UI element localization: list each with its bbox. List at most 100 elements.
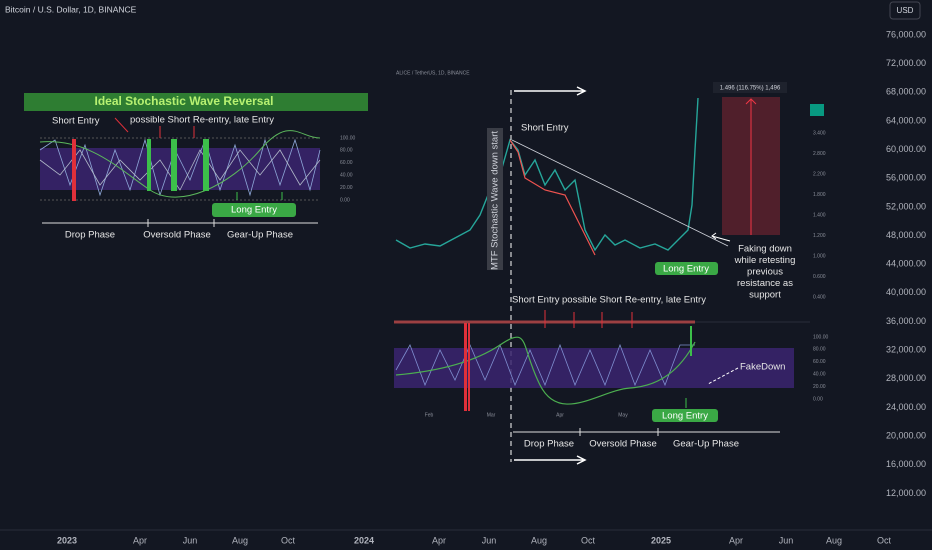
long-entry-label: Long Entry (231, 205, 277, 216)
osc-tick-label: 80.00 (813, 347, 826, 353)
oversold-bar (203, 139, 209, 191)
osc-tick-label: 40.00 (340, 173, 353, 179)
stoch-htf (395, 336, 696, 405)
oversold-bar (171, 139, 177, 191)
osc-tick-label: 100.00 (813, 334, 829, 340)
stoch-htf (39, 130, 321, 198)
short-bar (72, 139, 76, 201)
inset-price-label: 1.200 (813, 233, 826, 239)
long-entry-label: Long Entry (662, 411, 708, 422)
price-axis: 76,000.00 72,000.00 68,000.00 64,000.00 60,0… (886, 29, 926, 497)
arrow (114, 117, 129, 133)
long-entry-pill (212, 203, 296, 217)
measure-arrow (745, 98, 757, 235)
time-tick-label: 2024 (354, 535, 374, 545)
fake-note-line: Faking down (738, 244, 792, 255)
vertical-note-bg (487, 128, 503, 270)
inset-price-label: 1.800 (813, 192, 826, 198)
measure-label-bg (713, 82, 787, 93)
phase-arrows (513, 428, 780, 436)
price-tick-label: 20,000.00 (886, 430, 926, 440)
phase-arrows (42, 219, 318, 227)
short-entry-label: Short Entry (521, 123, 569, 134)
oversold-bar (147, 139, 151, 191)
long-bar (690, 326, 692, 356)
osc-tick-label: 0.00 (813, 396, 823, 402)
inset-banner (24, 93, 368, 111)
measure-label: 1.496 (116.75%) 1,496 (720, 86, 781, 92)
osc-tick-label: 0.00 (340, 197, 350, 203)
osc-tick-label: 100.00 (340, 135, 356, 141)
direction-arrows (514, 86, 587, 465)
osc-tick-label: 20.00 (813, 384, 826, 390)
inset-title: Ideal Stochastic Wave Reversal (95, 94, 274, 108)
time-tick-label: Jun (482, 535, 497, 545)
short-bar (464, 323, 467, 411)
arrow (711, 232, 731, 242)
time-tick-label: Oct (581, 535, 596, 545)
currency-label[interactable]: USD (897, 6, 914, 15)
time-axis: 2023 Apr Jun Aug Oct 2024 Apr Jun Aug Oct 2025 Apr J… (57, 535, 892, 545)
inset-price-label: 1.400 (813, 212, 826, 218)
price-tick-label: 72,000.00 (886, 58, 926, 68)
stoch-fast (39, 138, 321, 197)
osc-tick-label: 80.00 (340, 148, 353, 154)
osc-tick-label: 20.00 (340, 185, 353, 191)
left-inset: Ideal Stochastic Wave Reversal Short Ent… (24, 93, 368, 241)
short-bar (468, 323, 470, 411)
inset-price-label: 1.000 (813, 253, 826, 259)
short-entry-label: Short Entry (52, 116, 100, 127)
time-tick-label: Oct (281, 535, 296, 545)
oversold-band (40, 148, 320, 190)
fake-note-line: previous (747, 267, 783, 278)
fake-note-line: resistance as (737, 278, 793, 289)
time-tick-label: Apr (432, 535, 446, 545)
price-tick-label: 52,000.00 (886, 201, 926, 211)
time-tick-label: Oct (877, 535, 892, 545)
time-tick-label: Aug (826, 535, 842, 545)
long-entry-pill (652, 409, 718, 422)
phase-label: Gear-Up Phase (673, 439, 739, 450)
osc-tick-label: 40.00 (813, 372, 826, 378)
price-tick-label: 24,000.00 (886, 402, 926, 412)
time-tick-label: Jun (779, 535, 794, 545)
osc-tick-label: 60.00 (340, 160, 353, 166)
fake-note-line: while retesting (734, 255, 796, 266)
price-tick-label: 76,000.00 (886, 29, 926, 39)
oversold-band (394, 348, 794, 388)
inset-time-label: Feb (425, 412, 434, 418)
inset-price-label: 2.200 (813, 171, 826, 177)
price-tick-label: 44,000.00 (886, 259, 926, 269)
time-tick-label: 2023 (57, 535, 77, 545)
inset-price-label: 2.800 (813, 151, 826, 157)
time-tick-label: Aug (531, 535, 547, 545)
phase-label: Drop Phase (524, 439, 574, 450)
time-tick-label: Apr (729, 535, 743, 545)
last-price-tag (810, 104, 824, 116)
inset-time-label: Apr (556, 412, 564, 418)
phase-label: Gear-Up Phase (227, 230, 293, 241)
right-inset: ALICE / TetherUS, 1D, BINANCE 1.496 (116… (394, 68, 829, 465)
short-entry-label: Short Entry (512, 295, 560, 306)
inset-time-label: Mar (487, 412, 496, 418)
arrow (544, 310, 633, 328)
price-path (395, 97, 699, 252)
trend-line (511, 139, 729, 247)
long-entry-pill (655, 262, 718, 275)
symbol-title: Bitcoin / U.S. Dollar, 1D, BINANCE (5, 4, 137, 14)
price-tick-label: 68,000.00 (886, 87, 926, 97)
reentry-label: possible Short Re-entry, late Entry (562, 295, 706, 306)
time-tick-label: Apr (133, 535, 147, 545)
fakedown-label: FakeDown (740, 362, 785, 373)
price-tick-label: 28,000.00 (886, 373, 926, 383)
time-tick-label: Aug (232, 535, 248, 545)
currency-button[interactable] (889, 1, 921, 20)
price-path-down (509, 139, 596, 256)
inset-price-label: 0.600 (813, 274, 826, 280)
time-tick-label: Jun (183, 535, 198, 545)
arrow (707, 367, 739, 385)
phase-label: Oversold Phase (589, 439, 657, 450)
inset-symbol: ALICE / TetherUS, 1D, BINANCE (396, 70, 470, 76)
price-tick-label: 32,000.00 (886, 345, 926, 355)
